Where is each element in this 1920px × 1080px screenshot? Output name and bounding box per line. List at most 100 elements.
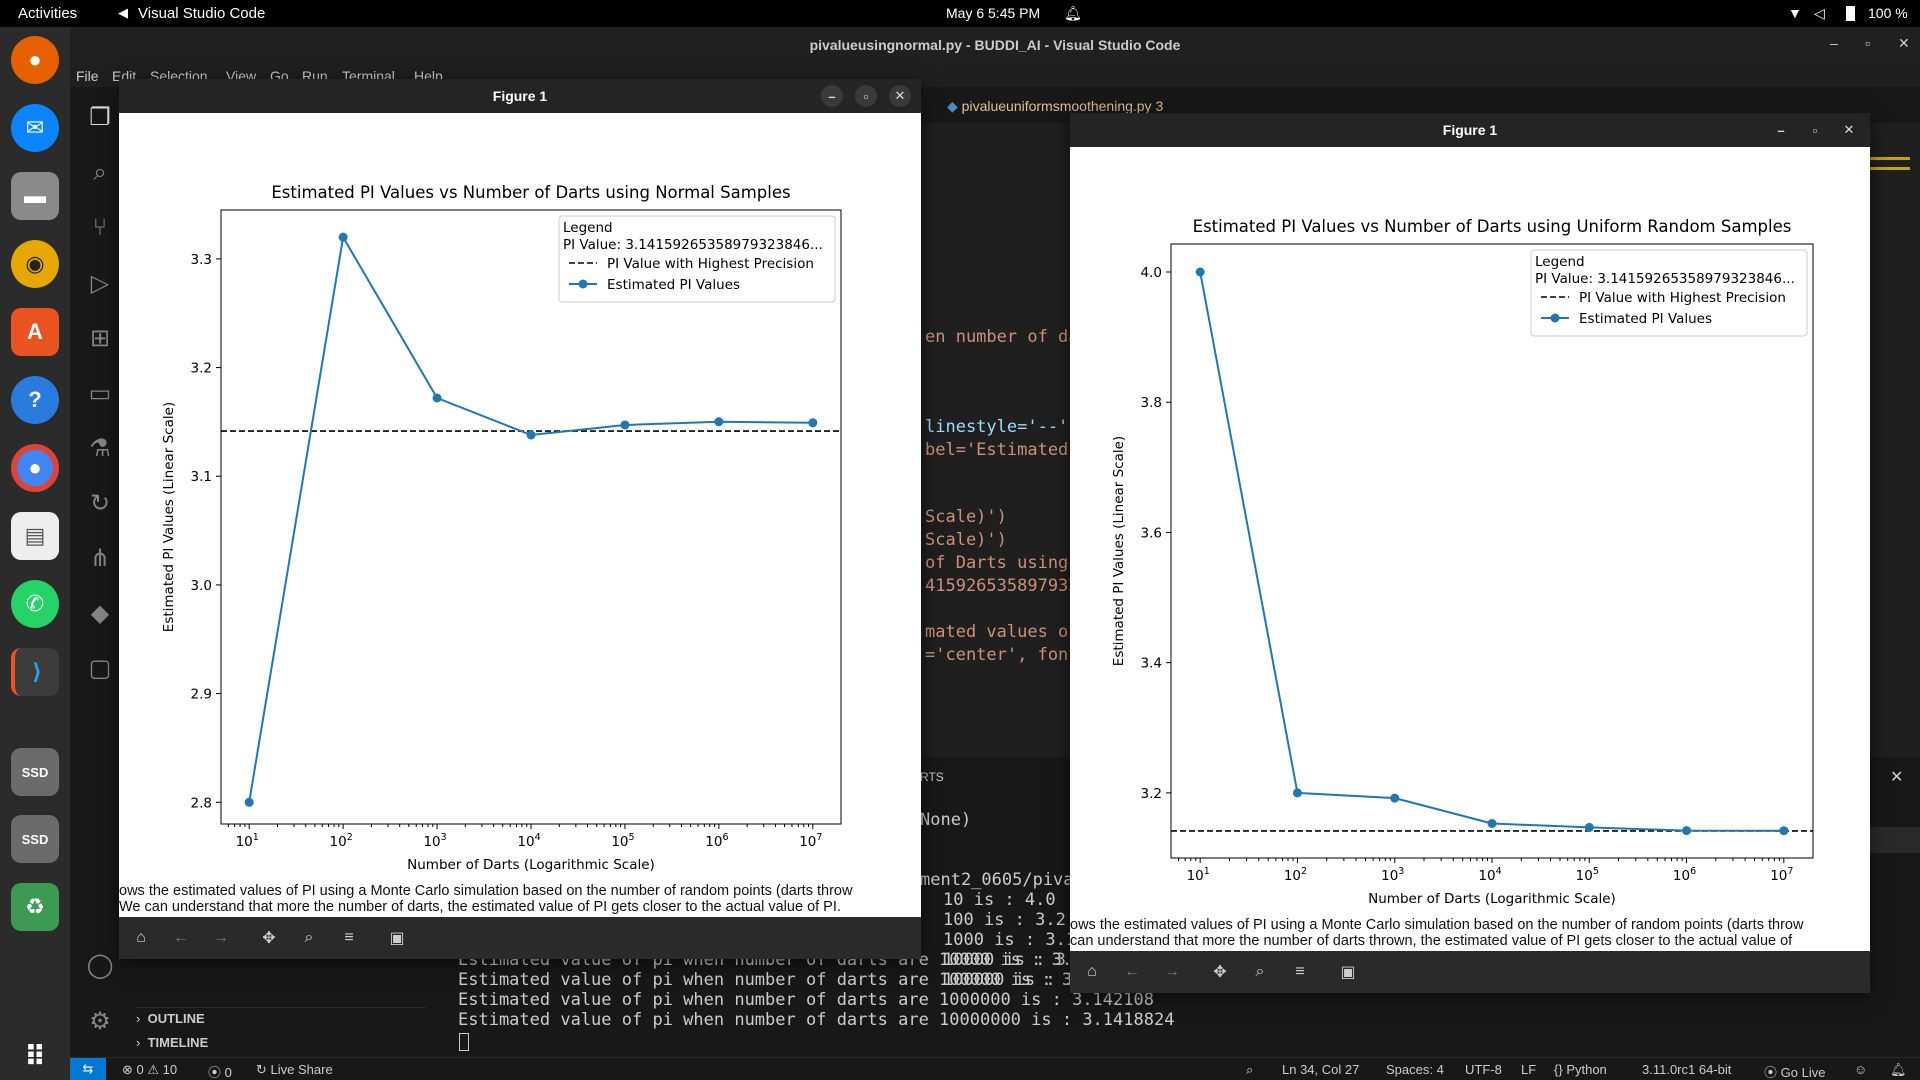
back-icon[interactable]: ← [173, 929, 189, 946]
x-tick-label: 103 [1381, 866, 1404, 884]
close-icon[interactable]: ✕ [1843, 122, 1855, 137]
panel-tab-ports[interactable]: RTS [920, 770, 944, 784]
language-mode[interactable]: {} Python [1554, 1062, 1607, 1077]
x-tick-label: 105 [611, 832, 634, 850]
minimize-icon[interactable]: – [1777, 122, 1785, 138]
thunderbird-icon[interactable]: ✉ [11, 104, 59, 152]
ports-indicator[interactable]: ⦿ 0 [208, 1062, 232, 1080]
x-tick-label: 104 [1478, 866, 1501, 884]
activities-button[interactable]: Activities [18, 5, 78, 22]
firefox-icon[interactable]: ● [11, 36, 59, 84]
figure-title-bar[interactable]: Figure 1 – ▫ ✕ [1070, 113, 1870, 147]
bell-icon[interactable]: 🔔︎ [1064, 5, 1082, 21]
figure-title: Figure 1 [492, 88, 548, 104]
code-line: Scale)') [925, 530, 1007, 550]
text-editor-icon[interactable]: ▤ [11, 512, 59, 560]
back-icon[interactable]: ← [1124, 963, 1140, 980]
configure-subplots-icon[interactable]: ≡ [344, 929, 354, 946]
ssd-drive-icon[interactable]: SSD [11, 815, 59, 863]
search-icon[interactable]: ⌕ [93, 159, 107, 186]
extensions-icon[interactable]: ⊞ [89, 324, 111, 352]
description-line: can understand that more the number of d… [1070, 933, 1793, 949]
data-point [1195, 267, 1205, 277]
maximize-icon[interactable]: ▫ [1865, 35, 1870, 51]
home-icon[interactable]: ⌂ [136, 929, 146, 946]
x-tick-label: 103 [423, 832, 446, 850]
python-interpreter[interactable]: 3.11.0rc1 64-bit [1642, 1062, 1732, 1077]
zoom-icon[interactable]: ⌕ [304, 929, 314, 946]
notifications-bell-icon[interactable]: 🔔︎ [1890, 1062, 1907, 1077]
forward-icon[interactable]: → [1164, 963, 1180, 980]
live-share-icon[interactable]: ↻ [89, 489, 111, 517]
close-icon[interactable]: ✕ [1898, 35, 1910, 51]
whatsapp-icon[interactable]: ✆ [11, 580, 59, 628]
window-title: pivalueusingnormal.py - BUDDI_AI - Visua… [809, 37, 1181, 53]
encoding[interactable]: UTF-8 [1465, 1062, 1502, 1077]
end-of-line[interactable]: LF [1521, 1062, 1537, 1077]
volume-icon[interactable]: ◁ [1814, 5, 1825, 21]
live-share-icon: ↻ [256, 1062, 267, 1077]
chrome-icon[interactable]: ● [11, 444, 59, 492]
rhythmbox-icon[interactable]: ◉ [11, 240, 59, 288]
account-icon[interactable]: ◯ [86, 951, 114, 979]
configure-subplots-icon[interactable]: ≡ [1295, 963, 1305, 980]
testing-icon[interactable]: ⚗ [89, 434, 111, 462]
ssd-drive-icon[interactable]: SSD [11, 748, 59, 796]
maximize-icon[interactable]: ▫ [855, 85, 877, 107]
zoom-icon[interactable]: ⌕ [1246, 1062, 1254, 1077]
maximize-icon[interactable]: ▫ [1812, 122, 1818, 138]
software-center-icon[interactable]: A [11, 308, 59, 356]
y-tick-label: 3.1 [191, 469, 212, 485]
live-share-status[interactable]: ↻ Live Share [256, 1062, 333, 1078]
git-graph-icon[interactable]: ⋔ [89, 544, 111, 572]
editor-tab-label: pivalueuniformsmoothening.py 3 [961, 98, 1164, 114]
chart-uniform: Estimated PI Values vs Number of Darts u… [1111, 217, 1814, 907]
clock[interactable]: May 6 5:45 PM [946, 5, 1041, 21]
indentation[interactable]: Spaces: 4 [1386, 1062, 1444, 1077]
battery-icon[interactable] [1846, 6, 1855, 21]
source-control-icon[interactable]: ⑂ [92, 214, 108, 241]
x-axis-label: Number of Darts (Logarithmic Scale) [407, 857, 655, 873]
pan-icon[interactable]: ✥ [262, 930, 276, 947]
show-apps-icon[interactable]: ⠿ [24, 1040, 46, 1072]
chat-icon[interactable]: ▢ [88, 654, 112, 682]
copilot-icon[interactable]: ☺ [1854, 1062, 1868, 1077]
home-icon[interactable]: ⌂ [1087, 963, 1097, 980]
zoom-icon[interactable]: ⌕ [1255, 963, 1265, 980]
remote-explorer-icon[interactable]: ▭ [88, 379, 112, 407]
cursor-position[interactable]: Ln 34, Col 27 [1282, 1062, 1360, 1077]
forward-icon[interactable]: → [213, 929, 229, 946]
data-point [1292, 788, 1302, 798]
remote-indicator-icon[interactable]: ⇆ [70, 1058, 106, 1080]
problems-indicator[interactable]: ⊗ 0 ⚠ 10 [122, 1062, 177, 1078]
panel-close-icon[interactable]: ✕ [1890, 769, 1904, 786]
python-icon[interactable]: ◆ [90, 599, 110, 627]
editor-tab[interactable]: ◆ pivalueuniformsmoothening.py 3 [947, 98, 1163, 115]
braces-icon: {} [1554, 1062, 1563, 1077]
x-tick-label: 101 [1187, 866, 1210, 884]
x-tick-label: 107 [1770, 866, 1793, 884]
y-axis-label: Estimated PI Values (Linear Scale) [1111, 436, 1127, 666]
settings-gear-icon[interactable]: ⚙ [89, 1007, 111, 1035]
close-icon[interactable]: ✕ [889, 85, 911, 107]
minimize-icon[interactable]: – [1830, 35, 1838, 51]
save-icon[interactable]: ▣ [1340, 964, 1356, 981]
wifi-icon[interactable]: ▼ [1788, 5, 1802, 21]
trash-icon[interactable]: ♻ [11, 883, 59, 931]
files-icon[interactable]: ▬ [11, 172, 59, 220]
figure-title-bar[interactable]: Figure 1 – ▫ ✕ [119, 79, 921, 113]
outline-section[interactable]: › OUTLINE [136, 1011, 205, 1026]
app-menu[interactable]: Visual Studio Code [138, 5, 266, 22]
run-debug-icon[interactable]: ▷ [90, 269, 110, 297]
save-icon[interactable]: ▣ [389, 930, 405, 947]
help-icon[interactable]: ? [11, 376, 59, 424]
legend-series-marker [1550, 313, 1560, 323]
vscode-dock-icon[interactable]: ⟩ [11, 648, 59, 696]
minimize-icon[interactable]: – [821, 85, 843, 107]
explorer-icon[interactable]: ❐ [89, 103, 111, 131]
menu-file[interactable]: File [76, 68, 99, 84]
data-point [526, 430, 536, 440]
pan-icon[interactable]: ✥ [1213, 964, 1227, 981]
go-live-button[interactable]: ⦿ Go Live [1764, 1062, 1825, 1080]
timeline-section[interactable]: › TIMELINE [136, 1035, 208, 1050]
